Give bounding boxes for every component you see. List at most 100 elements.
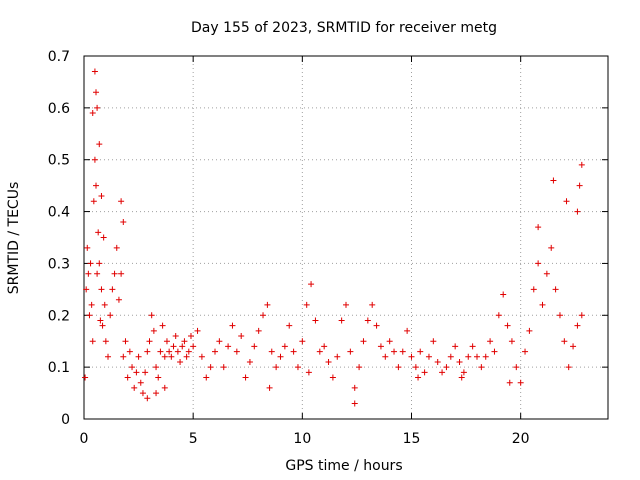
data-point	[163, 338, 170, 345]
y-tick-label: 0.1	[48, 360, 70, 376]
data-point	[142, 369, 149, 376]
data-point	[290, 348, 297, 355]
data-point	[96, 141, 103, 148]
data-point	[91, 156, 98, 163]
data-point	[105, 353, 112, 360]
data-point	[198, 353, 205, 360]
data-point	[181, 338, 188, 345]
data-point	[312, 317, 319, 324]
data-point	[144, 348, 151, 355]
data-point	[161, 353, 168, 360]
data-points	[82, 68, 585, 407]
data-point	[157, 348, 164, 355]
data-point	[146, 338, 153, 345]
data-point	[246, 358, 253, 365]
data-point	[404, 327, 411, 334]
x-tick-label: 0	[80, 431, 89, 447]
data-point	[369, 301, 376, 308]
data-point	[229, 322, 236, 329]
data-point	[93, 182, 100, 189]
data-point	[84, 244, 91, 251]
data-point	[325, 358, 332, 365]
axis-ticks	[83, 55, 608, 420]
data-point	[347, 348, 354, 355]
data-point	[96, 260, 103, 267]
data-point	[491, 348, 498, 355]
data-point	[561, 338, 568, 345]
data-point	[124, 374, 131, 381]
data-point	[447, 353, 454, 360]
data-point	[458, 374, 465, 381]
data-point	[242, 374, 249, 381]
y-tick-label: 0.2	[48, 308, 70, 324]
data-point	[159, 322, 166, 329]
data-point	[303, 301, 310, 308]
data-point	[268, 348, 275, 355]
data-point	[172, 333, 179, 340]
data-point	[89, 110, 96, 117]
data-point	[133, 369, 140, 376]
data-point	[238, 333, 245, 340]
data-point	[504, 322, 511, 329]
data-point	[550, 177, 557, 184]
x-tick-label: 15	[403, 431, 421, 447]
data-point	[351, 400, 358, 407]
data-point	[535, 260, 542, 267]
data-point	[305, 369, 312, 376]
data-point	[570, 343, 577, 350]
x-axis-label: GPS time / hours	[285, 458, 402, 474]
data-point	[395, 364, 402, 371]
data-point	[97, 317, 104, 324]
data-point	[391, 348, 398, 355]
data-point	[139, 390, 146, 397]
data-point	[343, 301, 349, 308]
y-tick-label: 0.7	[48, 49, 70, 65]
data-point	[233, 348, 240, 355]
data-point	[576, 182, 583, 189]
chart-title: Day 155 of 2023, SRMTID for receiver met…	[191, 20, 497, 36]
data-point	[360, 338, 367, 345]
data-point	[277, 353, 284, 360]
data-point	[266, 384, 273, 391]
x-tick-label: 20	[512, 431, 530, 447]
data-point	[94, 270, 101, 277]
data-point	[321, 343, 328, 350]
data-point	[399, 348, 406, 355]
data-point	[100, 234, 107, 241]
data-point	[351, 384, 358, 391]
data-point	[95, 229, 102, 236]
y-tick-label: 0	[61, 412, 70, 428]
data-point	[251, 343, 258, 350]
data-point	[430, 338, 437, 345]
data-point	[183, 353, 190, 360]
data-point	[179, 343, 186, 350]
data-point	[408, 353, 415, 360]
data-point	[563, 198, 570, 205]
data-point	[434, 358, 441, 365]
data-point	[207, 364, 214, 371]
data-point	[522, 348, 529, 355]
data-point	[126, 348, 133, 355]
y-tick-label: 0.4	[48, 205, 70, 221]
data-point	[118, 270, 125, 277]
data-point	[513, 364, 520, 371]
x-tick-label: 10	[293, 431, 311, 447]
data-point	[574, 208, 581, 215]
data-point	[452, 343, 459, 350]
data-point	[417, 348, 424, 355]
data-point	[194, 327, 201, 334]
data-point	[90, 198, 97, 205]
data-point	[225, 343, 232, 350]
data-point	[530, 286, 537, 293]
data-point	[170, 343, 177, 350]
data-point	[421, 369, 428, 376]
data-point	[177, 358, 184, 365]
data-point	[122, 338, 129, 345]
data-point	[474, 353, 480, 360]
data-point	[535, 224, 542, 231]
data-point	[506, 379, 513, 386]
data-point	[85, 270, 92, 277]
data-point	[526, 327, 533, 334]
data-point	[98, 193, 105, 200]
data-point	[98, 286, 105, 293]
